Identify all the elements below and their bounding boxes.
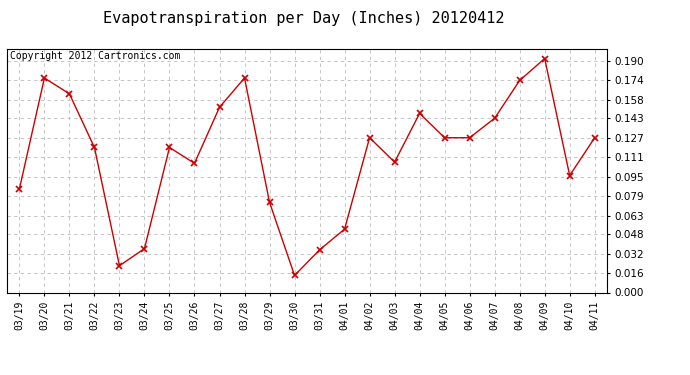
Text: Evapotranspiration per Day (Inches) 20120412: Evapotranspiration per Day (Inches) 2012… bbox=[103, 11, 504, 26]
Text: Copyright 2012 Cartronics.com: Copyright 2012 Cartronics.com bbox=[10, 51, 180, 61]
